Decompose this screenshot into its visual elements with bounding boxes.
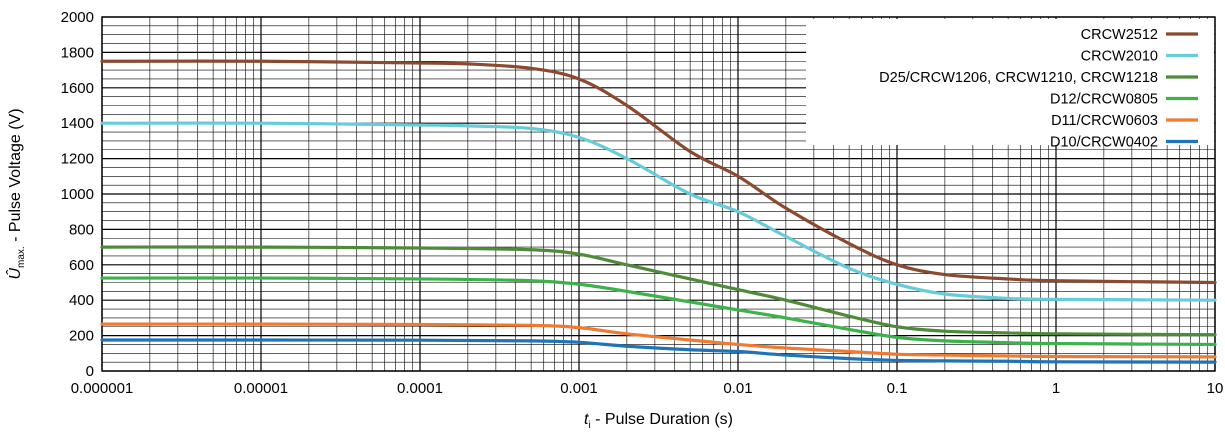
x-axis-symbol: t	[584, 411, 589, 428]
x-tick-label: 10	[1207, 380, 1224, 397]
y-tick-label: 0	[86, 363, 94, 380]
series-lines	[100, 59, 1217, 364]
y-tick-label: 1000	[61, 186, 94, 203]
legend-label: D11/CRCW0603	[1051, 113, 1158, 129]
legend: CRCW2512 CRCW2010 D25/CRCW1206, CRCW1210, …	[806, 19, 1214, 151]
y-tick-label: 1600	[61, 80, 94, 97]
y-axis-subscript: max.	[16, 246, 27, 268]
x-axis-title: ti - Pulse Duration (s)	[584, 411, 733, 431]
y-tick-labels: 0 200 400 600 800 1000 1200 1400 1600 1800 2000	[61, 9, 94, 380]
y-tick-label: 600	[69, 257, 94, 274]
series-line-d11-crcw0603	[100, 322, 1217, 359]
legend-label: D12/CRCW0805	[1050, 92, 1158, 108]
y-tick-label: 2000	[61, 9, 94, 26]
x-tick-label: 0.0001	[397, 380, 443, 397]
y-tick-label: 200	[69, 328, 94, 345]
legend-label: CRCW2512	[1081, 27, 1158, 43]
x-tick-label: 0.1	[887, 380, 908, 397]
x-tick-label: 1	[1052, 380, 1060, 397]
series-line-d12-crcw0805	[100, 276, 1217, 347]
series-line-crcw2512	[100, 59, 1217, 285]
x-tick-label: 0.000001	[71, 380, 134, 397]
x-axis-subscript: i	[588, 420, 590, 431]
x-tick-label: 0.01	[723, 380, 752, 397]
series-line-d10-crcw0402	[100, 338, 1217, 364]
y-tick-label: 1200	[61, 151, 94, 168]
x-axis-text: - Pulse Duration (s)	[591, 411, 733, 428]
x-tick-label: 0.00001	[234, 380, 288, 397]
y-axis-symbol: Û	[5, 268, 24, 280]
y-tick-label: 400	[69, 292, 94, 309]
legend-label: D10/CRCW0402	[1050, 135, 1158, 151]
plot-frame	[101, 16, 1216, 372]
series-line-crcw2010	[100, 121, 1217, 302]
y-tick-label: 1800	[61, 44, 94, 61]
x-tick-labels: 0.000001 0.00001 0.0001 0.001 0.01 0.1 1 10	[71, 380, 1224, 397]
y-tick-label: 800	[69, 221, 94, 238]
x-tick-label: 0.001	[560, 380, 598, 397]
y-tick-label: 1400	[61, 115, 94, 132]
series-line-d25-crcw1206-crcw1210-crcw1218	[100, 245, 1217, 337]
y-axis-title: Ûmax. - Pulse Voltage (V)	[5, 108, 27, 279]
legend-box	[806, 19, 1214, 145]
y-axis-text: - Pulse Voltage (V)	[7, 108, 24, 246]
legend-label: D25/CRCW1206, CRCW1210, CRCW1218	[879, 70, 1158, 86]
major-gridlines	[101, 16, 1216, 372]
legend-label: CRCW2010	[1081, 49, 1158, 65]
